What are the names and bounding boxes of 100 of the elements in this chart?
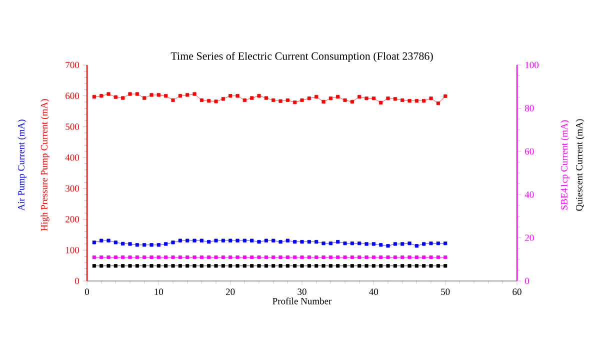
point [214,100,218,104]
point [379,243,383,247]
point [300,240,304,244]
point [214,238,218,242]
point [236,94,240,98]
point [393,97,397,101]
point [114,240,118,244]
point [328,242,332,246]
x-tick-label: 20 [226,288,235,296]
y2-tick-label: 20 [525,234,534,242]
point [164,242,168,246]
text: High Pressure Pump Current (mA) [40,99,50,231]
point [192,238,196,242]
point [200,98,204,102]
y2-tick-label: 80 [524,104,534,112]
point [264,238,268,242]
point [128,242,132,246]
y-tick-label: 100 [66,246,80,254]
point [336,94,340,99]
text: Air Pump Current (mA) [18,120,26,211]
point [114,95,118,99]
y2-tick-label: 40 [524,191,534,198]
y2-tick-label: 60 [525,148,534,155]
point [171,98,175,102]
y-tick-label: 0 [74,278,80,284]
point [186,93,190,97]
point [328,96,332,100]
point [414,98,418,103]
point [156,243,160,247]
point [278,99,282,103]
text: Quiescent Current (mA) [576,119,584,211]
point [307,96,311,100]
point [236,238,240,242]
x-tick-label: 10 [154,288,164,296]
point [372,242,376,246]
point [386,96,390,100]
point [92,94,96,99]
point [293,100,297,104]
point [221,97,225,101]
point [300,98,304,102]
point [242,238,246,242]
point [278,240,282,244]
point [186,238,190,242]
y-tick-label: 300 [66,185,80,192]
point [436,242,440,246]
point [156,93,160,97]
point [408,98,412,103]
point [228,238,232,242]
point [135,92,139,96]
point [429,242,433,246]
point [150,243,154,247]
point [358,242,362,246]
x-axis-title: Profile Number [272,298,332,304]
point [207,240,211,244]
point [228,94,232,98]
point [358,94,362,99]
text: SBE41cp Current (mA) [560,120,570,210]
x-tick-label: 0 [84,288,90,296]
point [293,240,297,244]
point [408,242,412,246]
point [393,242,397,246]
point [343,98,347,102]
point [307,240,311,244]
y-tick-label: 400 [65,154,80,161]
point [242,98,246,102]
point [142,96,146,100]
point [100,238,104,242]
point [92,240,96,244]
point [422,242,426,246]
point [257,240,261,244]
y2-tick-label: 100 [525,62,539,68]
y-tick-label: 600 [66,92,80,100]
point [436,101,440,106]
point [372,96,376,100]
point [192,92,196,96]
point [142,243,146,247]
point [444,242,448,246]
point [444,94,448,98]
x-tick-label: 40 [369,288,378,296]
point [128,92,132,96]
point [178,94,182,98]
point [422,98,426,103]
point [272,238,276,242]
point [379,100,383,104]
point [221,238,225,242]
point [400,98,404,102]
point [429,96,433,100]
point [314,94,318,99]
point [336,240,340,244]
point [322,242,326,246]
point [250,96,254,100]
point [272,98,276,102]
point [100,94,104,98]
point [414,244,418,248]
point [106,238,110,242]
point [322,100,326,104]
point [171,240,175,244]
point [121,242,125,246]
y2-tick-label: 0 [524,278,530,284]
chart-title: Time Series of Electric Current Consumption (Float 23786) [170,52,433,62]
